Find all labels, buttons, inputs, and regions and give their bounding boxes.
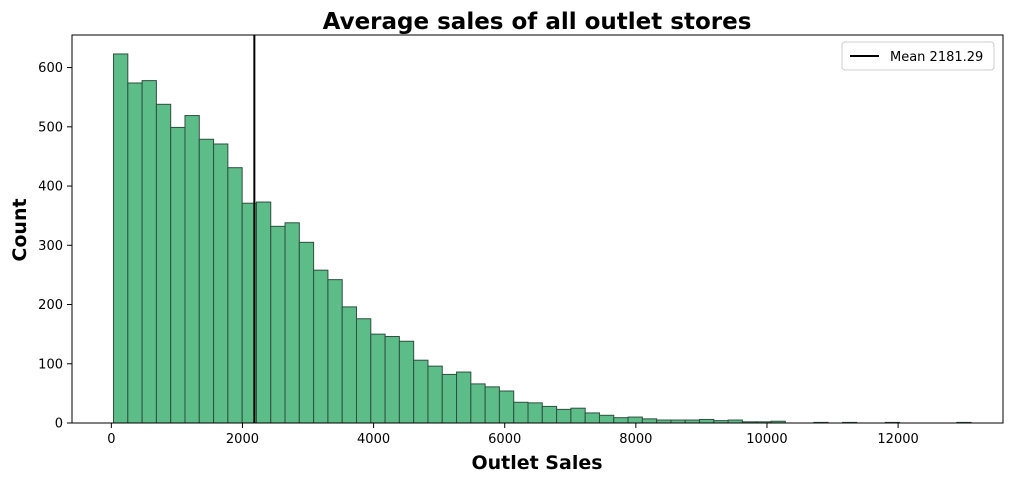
histogram-bar <box>284 222 300 424</box>
histogram-bar <box>641 418 658 424</box>
histogram-bar <box>398 340 415 424</box>
histogram-bar <box>584 412 600 424</box>
histogram-bar <box>270 225 286 424</box>
x-tick-label: 4000 <box>357 432 390 447</box>
y-tick-label: 400 <box>38 180 63 195</box>
histogram-bar <box>413 359 429 424</box>
histogram-bar <box>298 241 315 424</box>
legend-box <box>841 41 995 71</box>
y-axis: 0 100 200 300 400 500 600 <box>38 61 72 432</box>
histogram-bar <box>570 407 586 424</box>
y-tick-label: 0 <box>55 417 63 432</box>
histogram-bar <box>355 318 372 424</box>
histogram-bar <box>513 401 529 424</box>
x-tick-label: 8000 <box>619 432 652 447</box>
histogram-bar <box>441 373 458 424</box>
histogram-bar <box>184 115 200 424</box>
histogram-bar <box>613 417 629 424</box>
legend: Mean 2181.29 <box>841 41 995 71</box>
histogram-bar <box>541 405 558 424</box>
histogram-bar <box>456 371 472 424</box>
histogram-bar <box>498 390 515 424</box>
histogram-bar <box>427 365 443 424</box>
histogram-bar <box>227 167 243 424</box>
x-tick-label: 6000 <box>488 432 521 447</box>
y-axis-label: Count <box>9 198 31 261</box>
y-tick-label: 500 <box>38 120 63 135</box>
histogram-bar <box>627 416 643 424</box>
x-tick-label: 10000 <box>746 432 787 447</box>
x-tick-label: 12000 <box>877 432 918 447</box>
histogram-bar <box>155 103 172 424</box>
y-tick-label: 600 <box>38 61 63 76</box>
histogram-bar <box>255 201 272 424</box>
histogram-bar <box>213 143 229 424</box>
y-tick-label: 100 <box>38 357 63 372</box>
histogram-bar <box>556 408 572 424</box>
histogram-bar <box>141 80 157 424</box>
histogram-bar <box>384 336 400 424</box>
y-tick-label: 300 <box>38 239 63 254</box>
x-tick-label: 2000 <box>226 432 259 447</box>
histogram-bar <box>198 138 215 424</box>
histogram-bar <box>113 53 129 424</box>
histogram-bar <box>470 383 486 424</box>
chart-title: Average sales of all outlet stores <box>323 9 752 35</box>
y-tick-label: 200 <box>38 298 63 313</box>
histogram-bars <box>113 53 972 424</box>
x-axis-label: Outlet Sales <box>471 452 602 474</box>
histogram-bar <box>341 306 357 424</box>
histogram-bar <box>313 269 329 424</box>
histogram-bar <box>598 414 615 424</box>
plot-frame <box>71 34 1004 424</box>
histogram-bar <box>327 279 343 424</box>
histogram-bar <box>127 82 143 424</box>
histogram-bar <box>484 386 500 424</box>
histogram-bar <box>170 126 186 424</box>
histogram-bar <box>527 402 543 424</box>
legend-mean-label: Mean 2181.29 <box>890 50 983 65</box>
histogram-bar <box>370 333 386 424</box>
x-axis: 0 2000 4000 6000 8000 10000 12000 <box>107 423 919 447</box>
histogram-bar <box>699 418 715 424</box>
x-tick-label: 0 <box>107 432 115 447</box>
